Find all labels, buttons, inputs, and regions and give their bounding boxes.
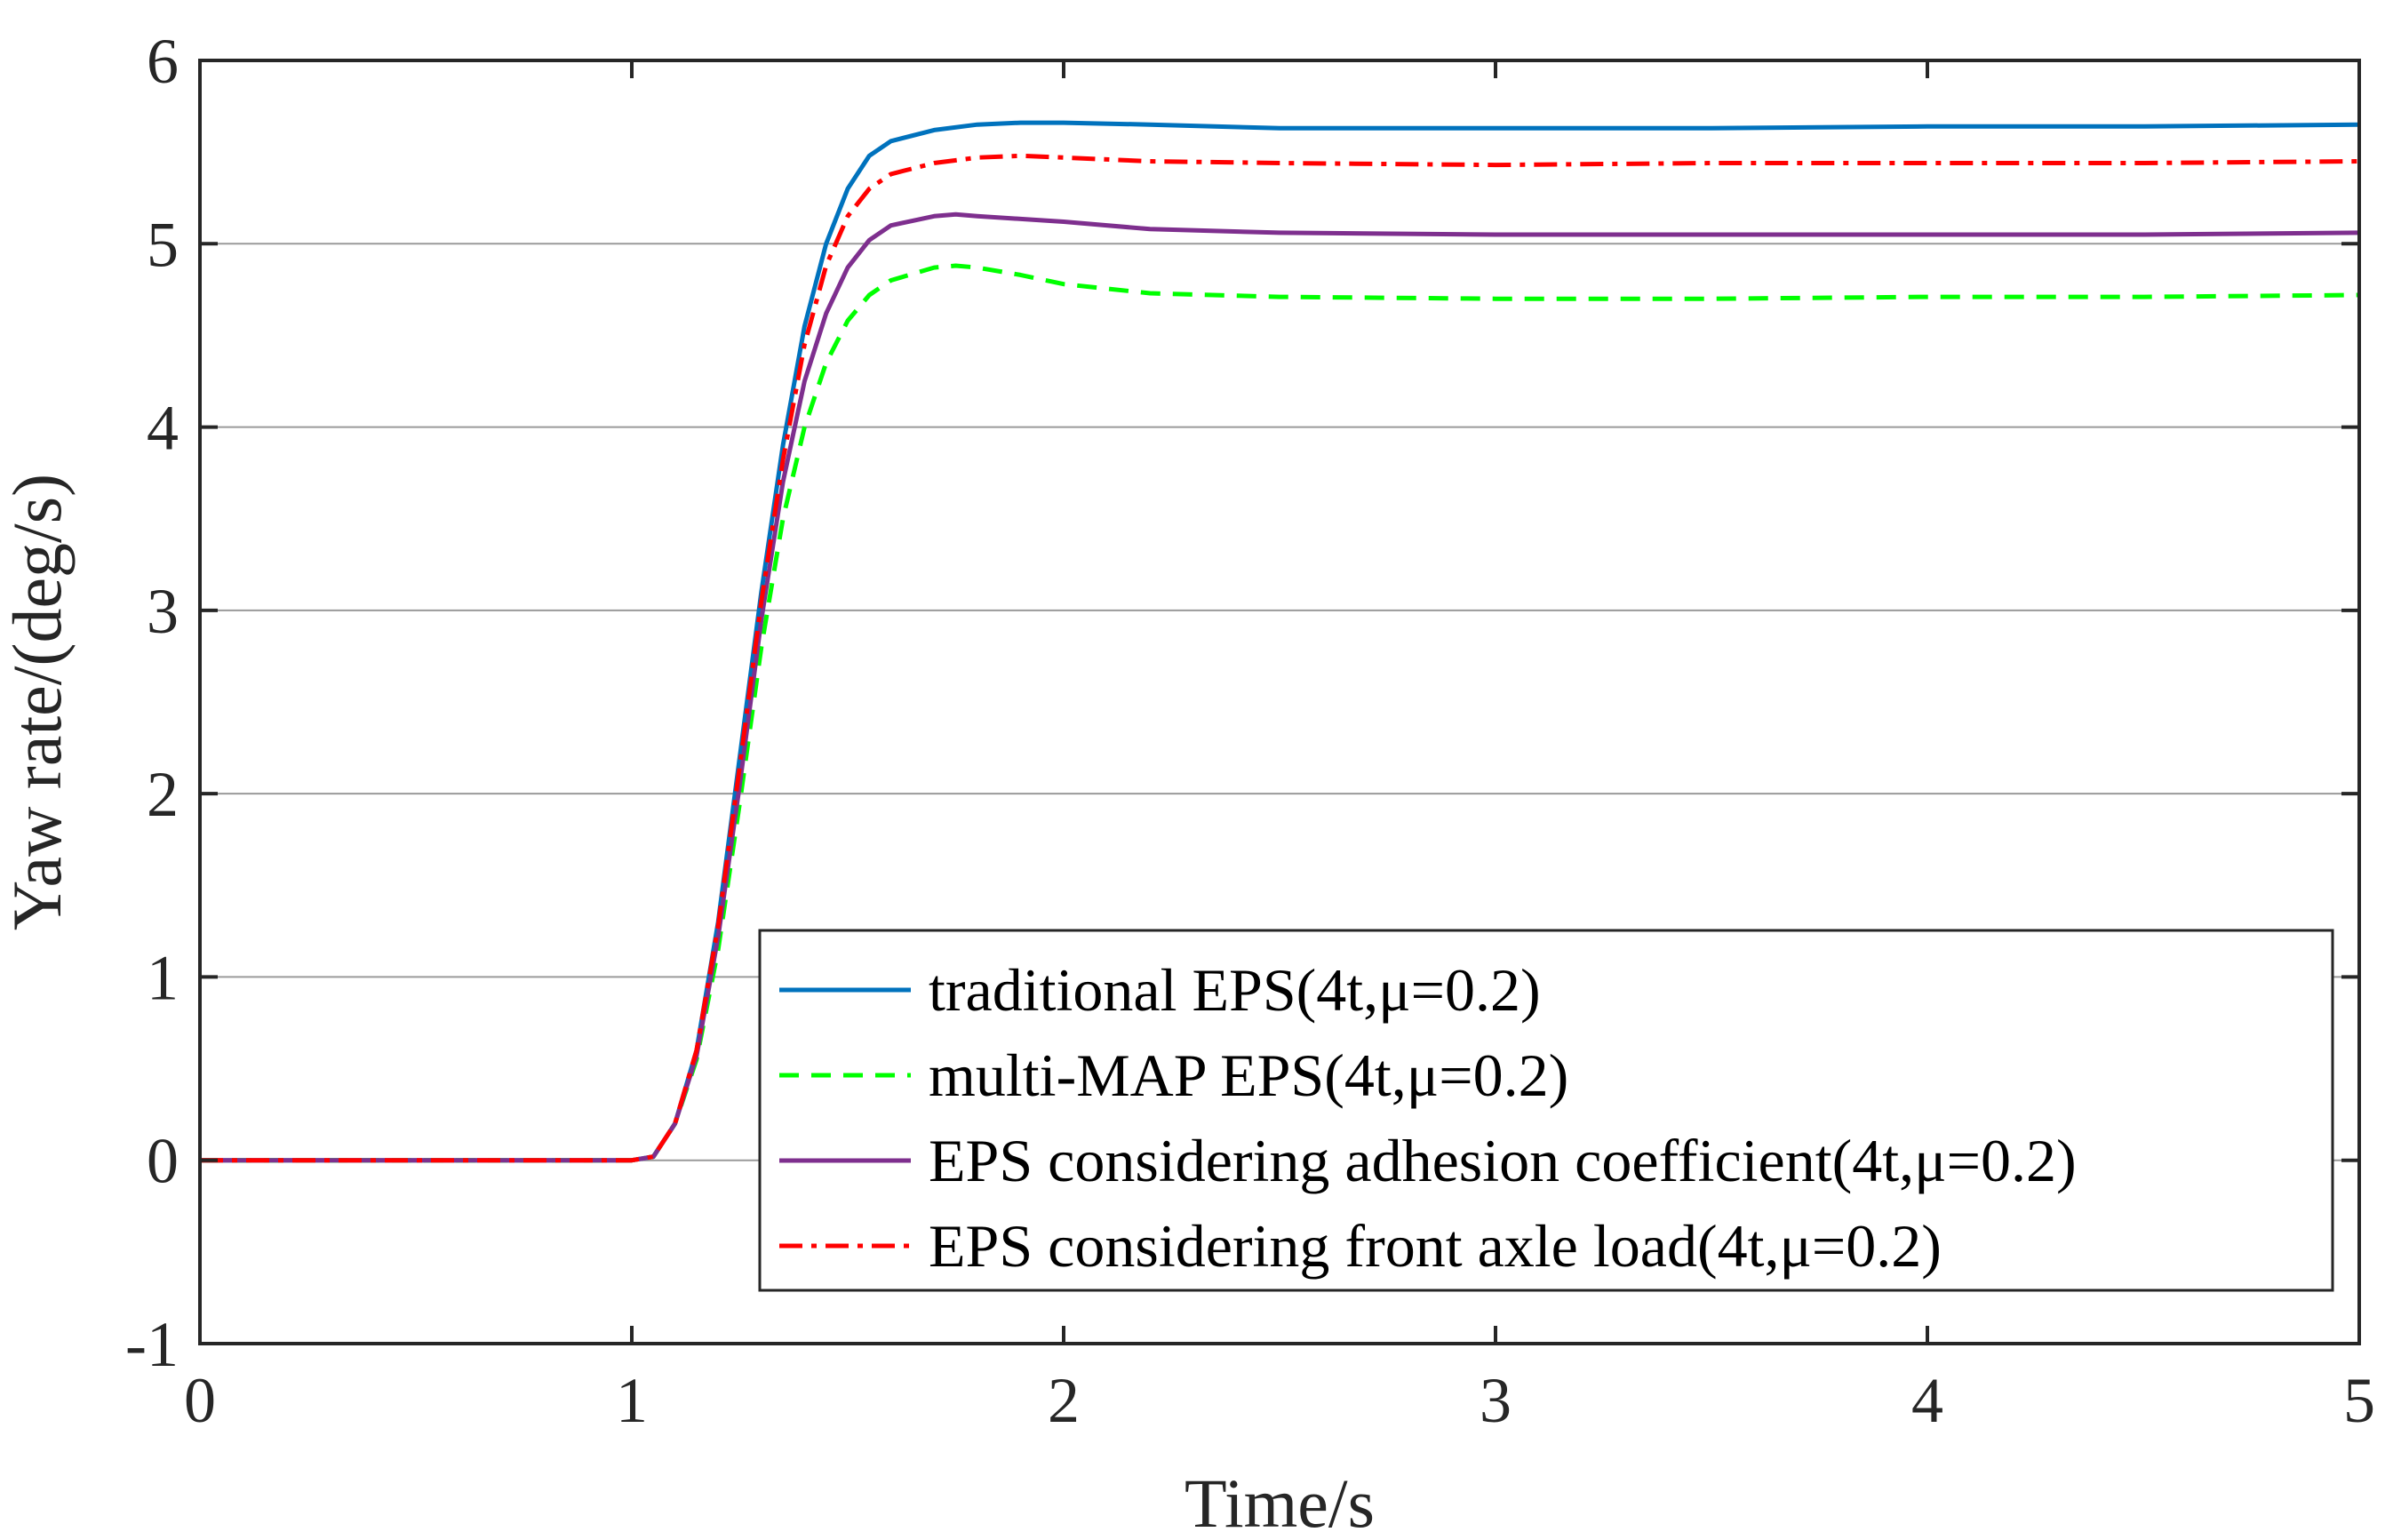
series-layer <box>200 120 2360 1163</box>
y-tick-label: 4 <box>147 393 179 464</box>
y-tick-label: 2 <box>147 759 179 830</box>
x-tick-label: 3 <box>1480 1365 1512 1436</box>
axis-ticks <box>198 59 2361 1345</box>
legend-label: traditional EPS(4t,μ=0.2) <box>929 956 1541 1024</box>
legend-label: multi-MAP EPS(4t,μ=0.2) <box>929 1041 1568 1109</box>
legend-box <box>758 929 2334 1292</box>
legend-label: EPS considering front axle load(4t,μ=0.2… <box>929 1212 1942 1280</box>
series-line <box>200 153 2360 1163</box>
x-tick-label: 2 <box>1048 1365 1080 1436</box>
legend-label: EPS considering adhesion coefficient(4t,… <box>929 1127 2077 1194</box>
y-tick-label: 5 <box>147 209 179 280</box>
y-tick-label: 3 <box>147 576 179 647</box>
x-tick-label: 5 <box>2343 1365 2375 1436</box>
y-tick-label: 1 <box>147 942 179 1013</box>
y-axis-title: Yaw rate/(deg/s) <box>0 474 76 930</box>
plot-frame <box>198 59 2361 1345</box>
legend: traditional EPS(4t,μ=0.2) multi-MAP EPS(4… <box>758 929 2334 1292</box>
y-tick-label: -1 <box>125 1309 179 1380</box>
x-axis-title: Time/s <box>1185 1464 1375 1540</box>
x-tick-label: 4 <box>1911 1365 1943 1436</box>
x-tick-label: 0 <box>184 1365 216 1436</box>
y-tick-label: 6 <box>147 26 179 97</box>
x-tick-label: 1 <box>616 1365 648 1436</box>
y-tick-label: 0 <box>147 1126 179 1197</box>
